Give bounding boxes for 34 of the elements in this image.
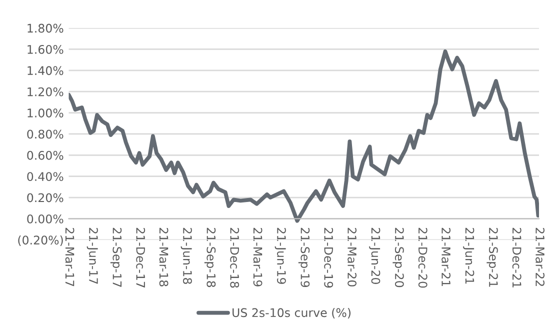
x-tick-label: 21-Sep-18	[204, 228, 216, 288]
x-tick-label: 21-Jun-18	[180, 228, 192, 284]
x-tick-label: 21-Dec-21	[512, 228, 522, 288]
x-tick-label: 21-Dec-19	[324, 228, 334, 288]
x-tick-label: 21-Dec-18	[230, 228, 240, 288]
x-tick-label: 21-Sep-17	[110, 228, 122, 287]
x-tick-label: 21-Mar-19	[253, 228, 262, 286]
y-tick-label: (0.20%)	[18, 235, 63, 246]
x-tick-label: 21-Mar-18	[159, 228, 168, 286]
x-tick-label: 21-Dec-17	[136, 228, 146, 288]
y-tick-label: 1.80%	[28, 24, 64, 33]
y-tick-label: 0.80%	[27, 130, 64, 139]
x-tick-label: 21-Sep-19	[298, 228, 310, 288]
x-tick-label: 21-Mar-20	[348, 228, 357, 286]
x-tick-label: 21-Mar-22	[536, 228, 545, 286]
x-tick-label: 21-Jun-21	[463, 228, 474, 284]
y-tick-label: 1.20%	[28, 87, 64, 96]
x-tick-label: 21-Mar-21	[442, 228, 451, 286]
x-tick-label: 21-Mar-17	[65, 228, 74, 286]
legend-label: US 2s-10s curve (%)	[232, 308, 351, 318]
x-tick-label: 21-Sep-21	[486, 228, 498, 287]
y-tick-label: 0.00%	[27, 214, 64, 224]
x-tick-label: 21-Jun-17	[86, 228, 98, 284]
y-tick-label: 1.00%	[28, 108, 64, 118]
y-tick-label: 0.60%	[27, 150, 64, 160]
x-tick-label: 21-Jun-19	[274, 228, 286, 284]
line-series	[68, 49, 539, 223]
y-tick-label: 0.40%	[27, 172, 64, 182]
y-tick-label: 1.40%	[28, 66, 64, 76]
x-tick-label: 21-Jun-20	[369, 228, 380, 284]
x-tick-label: 21-Sep-20	[392, 228, 404, 288]
y-tick-label: 0.20%	[27, 193, 64, 202]
x-tick-label: 21-Dec-20	[418, 228, 428, 288]
y-tick-label: 1.60%	[28, 44, 64, 54]
